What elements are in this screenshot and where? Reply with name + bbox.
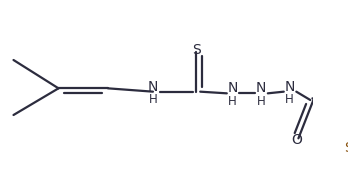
Text: H: H [228, 95, 237, 108]
Text: O: O [291, 133, 302, 147]
Text: N: N [256, 81, 266, 95]
Text: N: N [148, 80, 158, 94]
Text: N: N [227, 81, 238, 95]
Text: S: S [344, 141, 348, 155]
Text: N: N [284, 80, 295, 94]
Text: H: H [285, 93, 294, 106]
Text: H: H [256, 95, 265, 108]
Text: S: S [192, 43, 201, 57]
Text: H: H [149, 93, 157, 106]
